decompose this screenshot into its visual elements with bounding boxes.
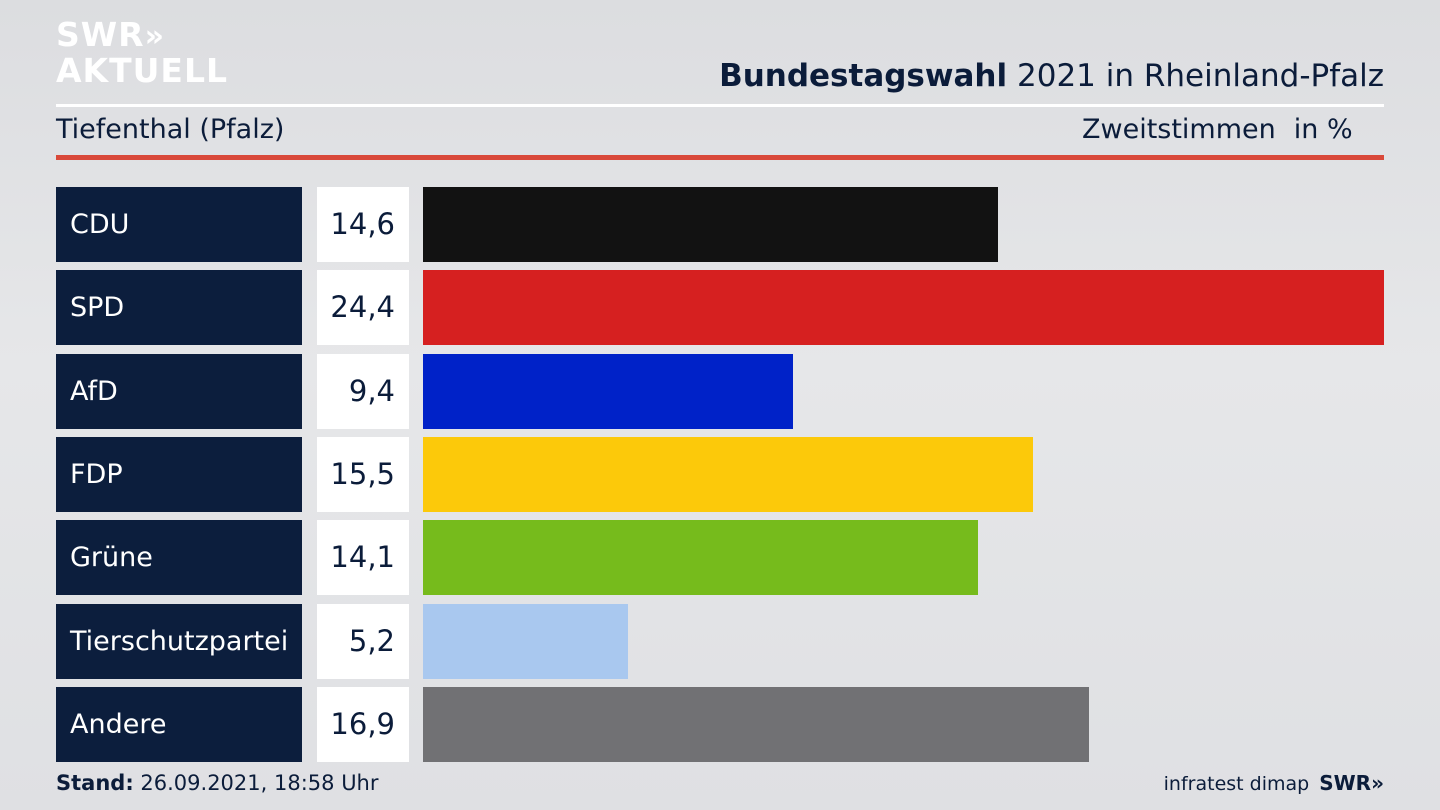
bar — [423, 604, 628, 679]
value-label: 5,2 — [317, 604, 409, 679]
header-divider — [56, 104, 1384, 107]
value-label: 24,4 — [317, 270, 409, 345]
bar — [423, 687, 1089, 762]
party-label: Grüne — [56, 520, 302, 595]
value-label: 14,6 — [317, 187, 409, 262]
bar-row: CDU 14,6 — [56, 187, 1384, 262]
source-credit: infratest dimap SWR» — [1163, 771, 1384, 795]
bar — [423, 270, 1384, 345]
bar — [423, 354, 793, 429]
bar-row: FDP 15,5 — [56, 437, 1384, 512]
value-label: 14,1 — [317, 520, 409, 595]
value-label: 16,9 — [317, 687, 409, 762]
value-label: 9,4 — [317, 354, 409, 429]
timestamp: Stand: 26.09.2021, 18:58 Uhr — [56, 771, 379, 795]
accent-divider — [56, 155, 1384, 160]
bar-row: SPD 24,4 — [56, 270, 1384, 345]
chevrons-icon: » — [144, 19, 165, 54]
swr-aktuell-logo: SWR» AKTUELL — [56, 15, 229, 90]
bar-row: Grüne 14,1 — [56, 520, 1384, 595]
party-label: CDU — [56, 187, 302, 262]
party-label: Andere — [56, 687, 302, 762]
party-label: AfD — [56, 354, 302, 429]
bar — [423, 437, 1033, 512]
bar — [423, 187, 998, 262]
bar-row: AfD 9,4 — [56, 354, 1384, 429]
chart-title: Bundestagswahl 2021 in Rheinland-Pfalz — [719, 58, 1384, 94]
party-label: SPD — [56, 270, 302, 345]
swr-logo: SWR» — [1319, 771, 1384, 795]
bar-row: Tierschutzpartei 5,2 — [56, 604, 1384, 679]
unit-label: in % — [1293, 114, 1353, 145]
value-label: 15,5 — [317, 437, 409, 512]
bar — [423, 520, 978, 595]
party-label: Tierschutzpartei — [56, 604, 302, 679]
bar-row: Andere 16,9 — [56, 687, 1384, 762]
party-label: FDP — [56, 437, 302, 512]
location-subtitle: Tiefenthal (Pfalz) — [56, 114, 285, 145]
metric-label: Zweitstimmen in % — [1082, 114, 1353, 145]
